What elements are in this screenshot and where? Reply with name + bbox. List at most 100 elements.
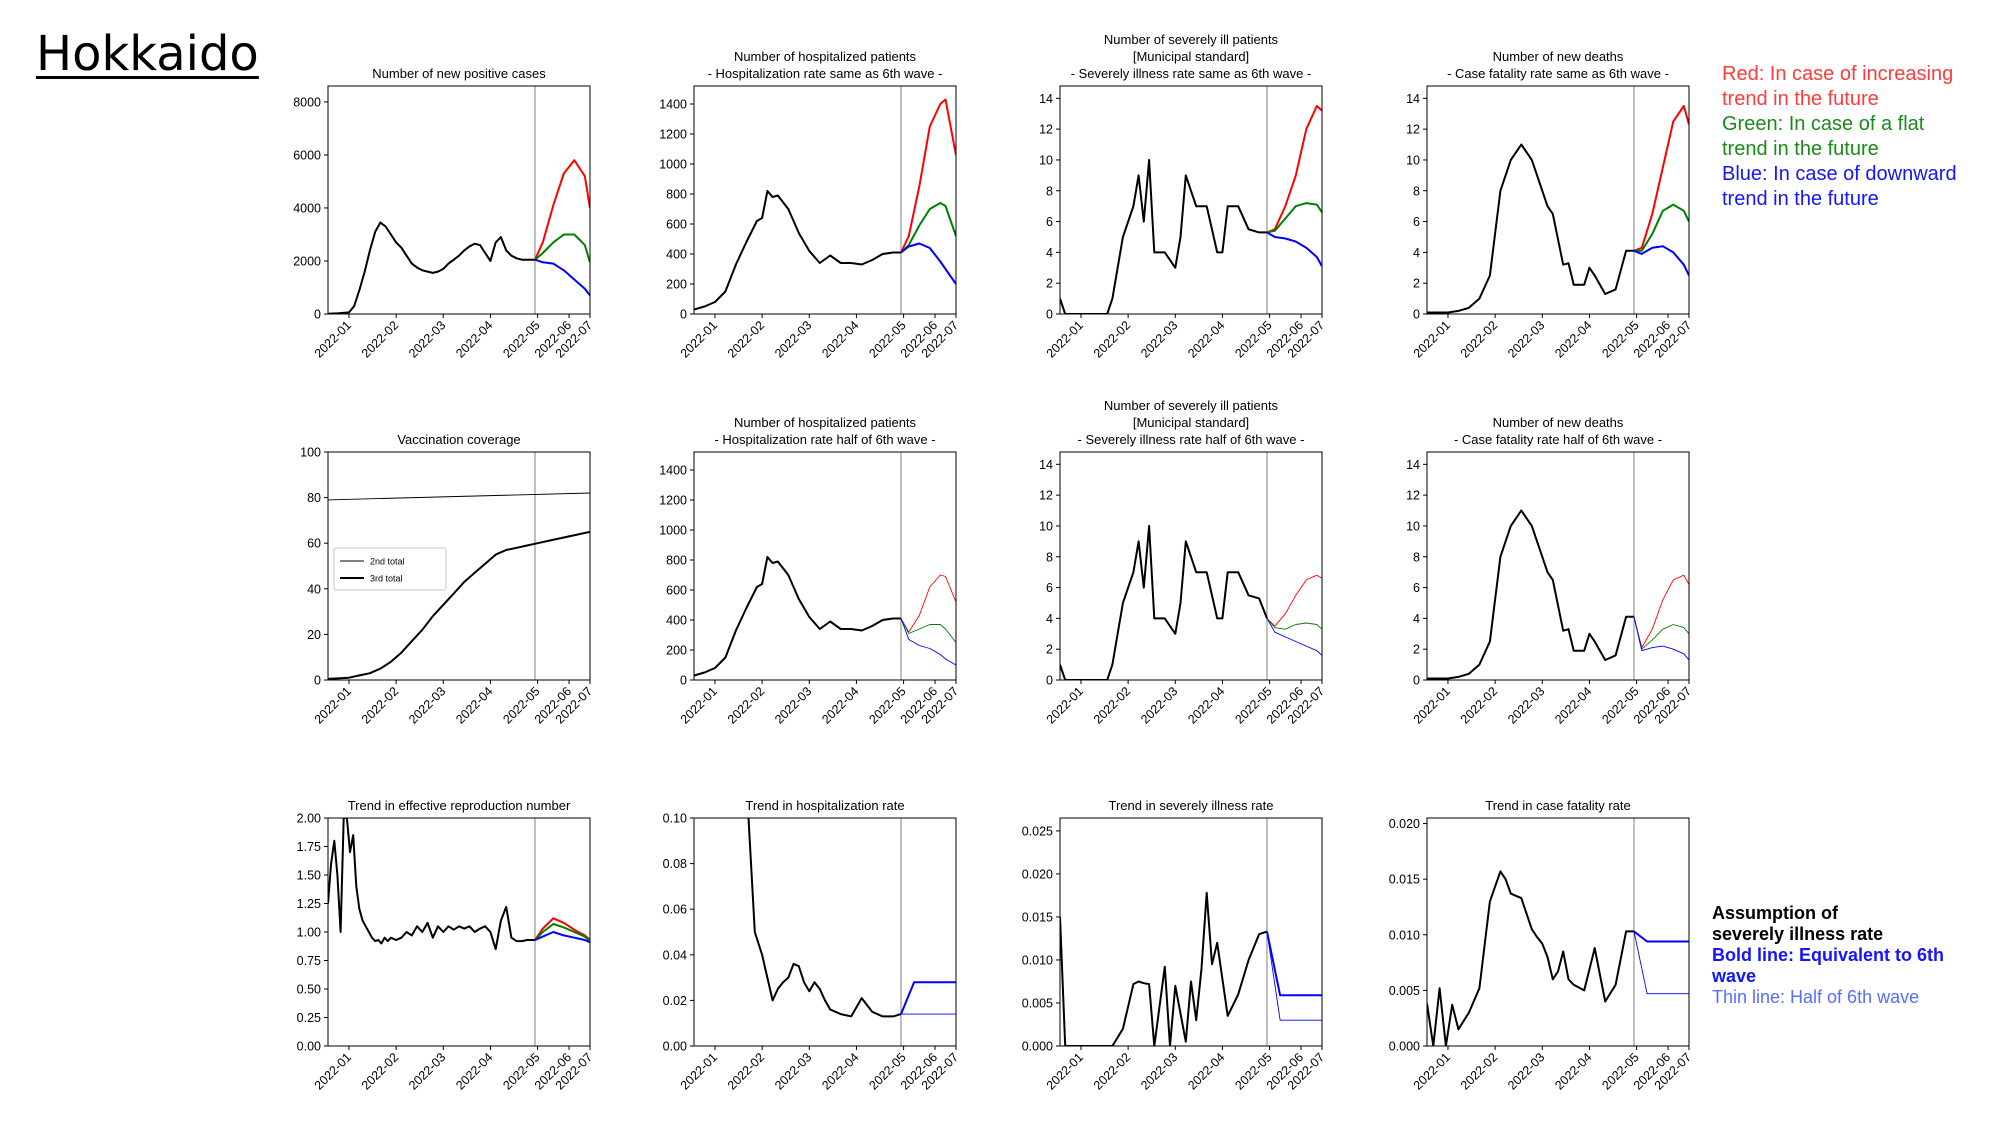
y-tick-label: 10 [1406,153,1420,167]
y-tick-label: 0 [314,308,321,322]
series-group [1060,524,1322,680]
series-line-blue [1633,931,1689,995]
y-tick-label: 4 [1413,612,1420,626]
x-tick-label: 2022-01 [1411,1050,1453,1092]
x-tick-label: 2022-04 [1185,684,1227,726]
x-tick-label: 2022-02 [359,318,401,360]
chart-severe-same: Number of severely ill patients [Municipa… [1039,32,1327,361]
y-tick-label: 6000 [293,148,321,162]
x-tick-label: 2022-02 [725,1050,767,1092]
series-line-black [1060,158,1267,314]
x-tick-label: 2022-02 [1091,1050,1133,1092]
legend-green: Green: In case of a flat trend in the fu… [1722,113,1925,160]
x-tick-label: 2022-03 [1505,1050,1547,1092]
legend-blue: Blue: In case of downward trend in the f… [1722,163,1957,210]
y-tick-label: 0.005 [1389,984,1420,998]
series-line-blue [1266,931,1322,1021]
series-group [1060,105,1322,314]
series-line-green [534,923,590,942]
x-tick-label: 2022-03 [1138,684,1180,726]
chart-title-line: Number of hospitalized patients [734,49,917,64]
y-tick-label: 8000 [293,95,321,109]
chart-title-line: - Severely illness rate same as 6th wave… [1071,66,1312,81]
y-tick-label: 0.10 [663,812,687,826]
y-tick-label: 1.25 [297,897,321,911]
x-tick-label: 2022-03 [1505,318,1547,360]
series-line-black [1060,891,1268,1046]
series-line-blue [1633,616,1689,661]
series-group [1427,870,1689,1046]
y-tick-label: 2000 [293,254,321,268]
y-tick-label: 1400 [659,464,687,478]
series-line-green [1633,616,1689,650]
x-tick-label: 2022-01 [1044,684,1086,726]
series-line-green [1266,202,1322,234]
y-tick-label: 4 [1046,612,1053,626]
y-tick-label: 0.005 [1022,996,1053,1010]
chart-fatality-rate: Trend in case fatality rate 0.000 0.005 0.0… [1389,798,1694,1093]
y-tick-label: 0.020 [1389,817,1420,831]
x-tick-label: 2022-01 [312,318,354,360]
chart-title-line: Number of severely ill patients [1104,32,1279,47]
series-group [1427,509,1689,680]
x-tick-label: 2022-02 [725,684,767,726]
y-tick-label: 0.015 [1389,873,1420,887]
x-tick-label: 2022-03 [772,684,814,726]
plot-frame [327,817,591,1047]
chart-severe-rate: Trend in severely illness rate 0.000 0.005… [1022,798,1327,1093]
y-tick-label: 2 [1413,643,1420,657]
plot-frame [1059,85,1323,315]
y-tick-label: 0 [1046,308,1053,322]
plot-frame [1059,817,1323,1047]
y-tick-label: 2 [1046,277,1053,291]
series-group [694,556,956,677]
series-line-red [1266,574,1322,627]
y-tick-label: 2 [1413,277,1420,291]
x-tick-label: 2022-04 [1552,684,1594,726]
x-tick-label: 2022-04 [819,318,861,360]
series-line-red [900,98,956,253]
series-line-black [328,818,535,951]
y-tick-label: 12 [1039,123,1053,137]
x-tick-label: 2022-04 [1185,318,1227,360]
x-tick-label: 2022-04 [1552,318,1594,360]
y-tick-label: 10 [1039,519,1053,533]
plot-frame [327,85,591,315]
chart-title-line: Number of hospitalized patients [734,415,917,430]
y-tick-label: 10 [1039,153,1053,167]
series-line-black [747,818,902,1018]
plot-frame [1426,817,1690,1047]
series-group [328,159,590,314]
x-tick-label: 2022-01 [678,684,720,726]
y-tick-label: 80 [307,491,321,505]
series-line-red [900,574,956,633]
x-tick-label: 2022-04 [453,684,495,726]
x-tick-label: 2022-01 [1044,318,1086,360]
x-tick-label: 2022-01 [678,1050,720,1092]
chart-hospitalized-same: Number of hospitalized patients - Hospita… [659,49,961,361]
chart-title-line: [Municipal standard] [1133,415,1249,430]
y-tick-label: 800 [666,554,687,568]
x-tick-label: 2022-01 [1044,1050,1086,1092]
y-tick-label: 200 [666,278,687,292]
y-tick-label: 10 [1406,519,1420,533]
series-line-green [1266,618,1322,630]
y-tick-label: 0.50 [297,983,321,997]
x-tick-label: 2022-01 [1411,318,1453,360]
plot-frame [693,817,957,1047]
plot-frame [1059,451,1323,681]
y-tick-label: 12 [1406,123,1420,137]
x-tick-label: 2022-02 [1091,318,1133,360]
y-tick-label: 14 [1406,458,1420,472]
chart-title-line: Number of severely ill patients [1104,398,1279,413]
y-tick-label: 20 [307,628,321,642]
y-tick-label: 0.010 [1389,928,1420,942]
scenario-legend: Red: In case of increasing trend in the … [1722,62,1967,212]
y-tick-label: 0 [1046,674,1053,688]
series-line-red [1633,105,1689,252]
assumption-heading: Assumption of severely illness rate [1712,903,1884,944]
y-tick-label: 1200 [659,494,687,508]
chart-title-line: Trend in hospitalization rate [745,798,904,813]
